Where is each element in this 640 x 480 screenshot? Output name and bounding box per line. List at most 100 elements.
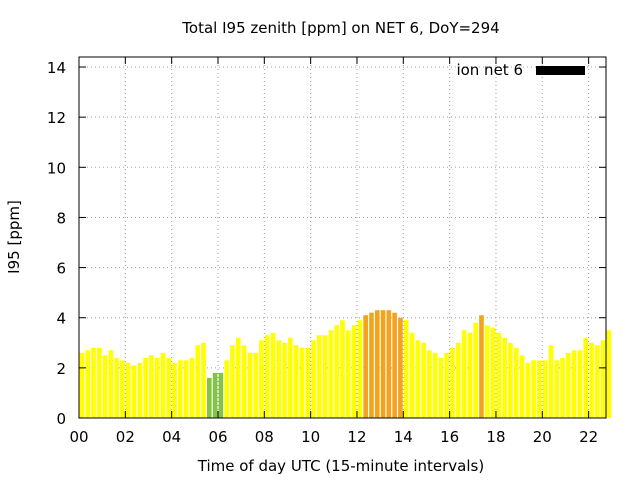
bar: [484, 325, 490, 418]
bar: [461, 330, 467, 418]
bar: [548, 345, 554, 418]
chart-title: Total I95 zenith [ppm] on NET 6, DoY=294: [181, 19, 499, 37]
bar: [513, 347, 519, 418]
bar: [392, 312, 397, 418]
bar: [508, 342, 513, 418]
bar: [560, 357, 565, 418]
bar: [160, 352, 166, 418]
bar: [154, 357, 160, 418]
bar: [403, 320, 409, 418]
bar: [224, 360, 229, 418]
ticks: [78, 57, 606, 419]
bar: [444, 352, 450, 418]
x-tick-label: 00: [69, 428, 88, 446]
bar: [125, 362, 131, 418]
legend-label: ion net 6: [456, 61, 523, 79]
bar: [311, 340, 316, 418]
x-tick-label: 06: [208, 428, 227, 446]
x-tick-label: 02: [116, 428, 135, 446]
bar: [571, 350, 577, 418]
bar: [293, 345, 299, 418]
bar: [566, 352, 571, 418]
bar: [334, 325, 340, 418]
bar: [259, 340, 264, 418]
bar: [606, 330, 612, 418]
x-tick-label: 18: [486, 428, 505, 446]
x-tick-label: 04: [162, 428, 181, 446]
bar: [525, 362, 531, 418]
legend-swatch: [536, 66, 585, 75]
y-tick-label: 14: [47, 59, 66, 77]
x-tick-label: 16: [440, 428, 459, 446]
y-tick-label: 0: [56, 410, 66, 428]
bar: [96, 347, 102, 418]
bar: [600, 340, 606, 418]
bar: [172, 362, 177, 418]
bar: [91, 347, 96, 418]
bar: [317, 335, 322, 418]
bar: [178, 360, 183, 418]
x-tick-label: 14: [394, 428, 413, 446]
bar: [594, 345, 600, 418]
bar: [212, 372, 218, 418]
bar: [253, 352, 258, 418]
bar: [322, 335, 328, 418]
bars: [79, 310, 612, 418]
bar: [345, 330, 351, 418]
bar: [473, 322, 479, 418]
bar: [282, 342, 287, 418]
bar: [270, 332, 276, 418]
bar: [235, 337, 241, 418]
bar: [537, 360, 542, 418]
bar: [351, 325, 357, 418]
bar: [386, 310, 392, 418]
bar: [374, 310, 380, 418]
bar: [409, 332, 415, 418]
bar: [120, 360, 125, 418]
y-axis-label: I95 [ppm]: [5, 200, 23, 274]
grid: [79, 57, 606, 418]
bar: [247, 352, 253, 418]
bar: [328, 330, 334, 418]
bar: [415, 340, 421, 418]
bar: [438, 357, 444, 418]
bar: [542, 360, 548, 418]
y-tick-label: 10: [47, 159, 66, 177]
y-tick-labels: 0 2 4 6 8 10 12 14: [47, 59, 66, 428]
bar: [166, 357, 172, 418]
bar: [427, 350, 432, 418]
bar: [85, 350, 91, 418]
bar: [206, 377, 212, 418]
x-tick-label: 08: [255, 428, 274, 446]
bar: [369, 312, 374, 418]
x-tick-label: 12: [347, 428, 366, 446]
bar: [450, 347, 455, 418]
bar: [456, 342, 461, 418]
y-tick-label: 8: [56, 209, 66, 227]
bar: [131, 365, 137, 418]
x-axis-label: Time of day UTC (15-minute intervals): [197, 457, 484, 475]
bar: [79, 352, 85, 418]
bar: [305, 347, 311, 418]
plot-frame: [78, 56, 607, 419]
x-tick-label: 20: [533, 428, 552, 446]
bar: [519, 355, 525, 418]
bar: [589, 342, 594, 418]
bar: [398, 317, 403, 418]
bar: [299, 347, 305, 418]
bar: [183, 360, 189, 418]
bar: [195, 345, 201, 418]
bar: [137, 362, 143, 418]
bar: [230, 345, 235, 418]
bar: [380, 310, 386, 418]
bar: [288, 337, 293, 418]
bar: [201, 342, 206, 418]
bar: [432, 352, 438, 418]
bar: [108, 350, 114, 418]
bar: [149, 355, 154, 418]
bar: [531, 360, 536, 418]
bar: [479, 315, 484, 418]
bar: [577, 350, 583, 418]
bar: [218, 372, 224, 418]
